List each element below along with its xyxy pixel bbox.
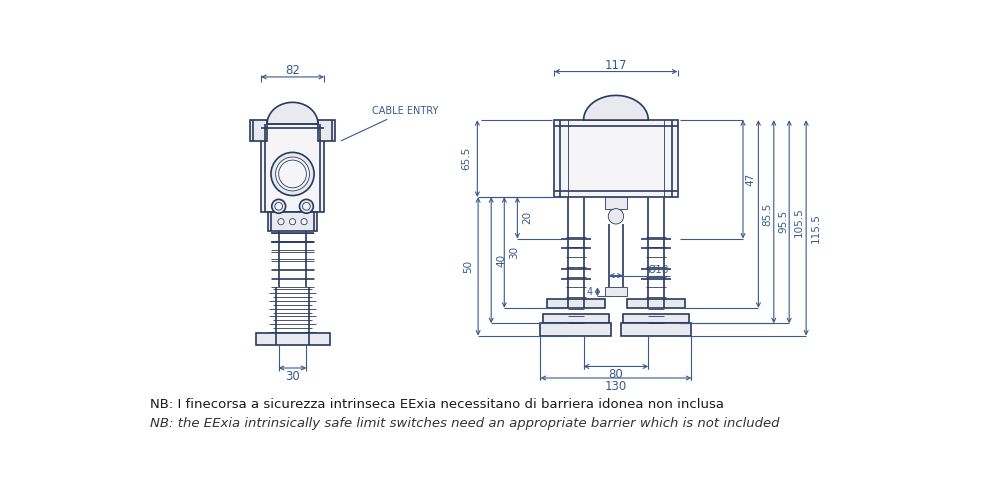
- Bar: [268, 212, 317, 231]
- Text: 40: 40: [496, 254, 506, 267]
- Text: 20: 20: [522, 212, 533, 224]
- Text: Ø18: Ø18: [647, 264, 669, 274]
- Bar: [547, 298, 606, 308]
- Bar: [606, 197, 626, 208]
- Bar: [318, 120, 335, 141]
- Bar: [621, 324, 691, 336]
- Bar: [250, 120, 267, 141]
- Text: CABLE ENTRY: CABLE ENTRY: [372, 106, 438, 116]
- Text: 4: 4: [587, 287, 593, 297]
- Text: NB: the EExia intrinsically safe limit switches need an appropriate barrier whic: NB: the EExia intrinsically safe limit s…: [150, 417, 780, 430]
- Circle shape: [300, 200, 314, 213]
- Text: 105.5: 105.5: [794, 207, 804, 236]
- Text: 85.5: 85.5: [762, 202, 772, 226]
- Bar: [606, 287, 626, 296]
- Circle shape: [609, 208, 623, 224]
- Text: 115.5: 115.5: [811, 213, 821, 243]
- Text: 130: 130: [605, 380, 627, 393]
- Circle shape: [290, 218, 296, 225]
- Polygon shape: [584, 96, 648, 120]
- Circle shape: [272, 200, 286, 213]
- Bar: [626, 298, 685, 308]
- Circle shape: [301, 218, 307, 225]
- Text: 65.5: 65.5: [461, 147, 471, 170]
- Bar: [541, 324, 612, 336]
- Text: 30: 30: [285, 370, 300, 383]
- Text: 117: 117: [605, 59, 627, 72]
- Circle shape: [276, 157, 310, 191]
- Text: 30: 30: [509, 246, 519, 259]
- Circle shape: [303, 202, 310, 210]
- Bar: [261, 124, 324, 212]
- Circle shape: [278, 218, 284, 225]
- Text: 82: 82: [285, 64, 300, 78]
- Text: NB: I finecorsa a sicurezza intrinseca EExia necessitano di barriera idonea non : NB: I finecorsa a sicurezza intrinseca E…: [150, 398, 724, 411]
- Circle shape: [271, 152, 314, 196]
- Bar: [622, 314, 689, 324]
- Bar: [256, 334, 330, 345]
- Circle shape: [275, 202, 283, 210]
- Bar: [555, 120, 677, 197]
- Text: 95.5: 95.5: [778, 210, 788, 234]
- Bar: [543, 314, 609, 324]
- Text: 80: 80: [609, 368, 623, 382]
- Circle shape: [279, 160, 307, 188]
- Polygon shape: [267, 102, 318, 124]
- Text: 50: 50: [463, 260, 473, 273]
- Text: 47: 47: [746, 172, 756, 186]
